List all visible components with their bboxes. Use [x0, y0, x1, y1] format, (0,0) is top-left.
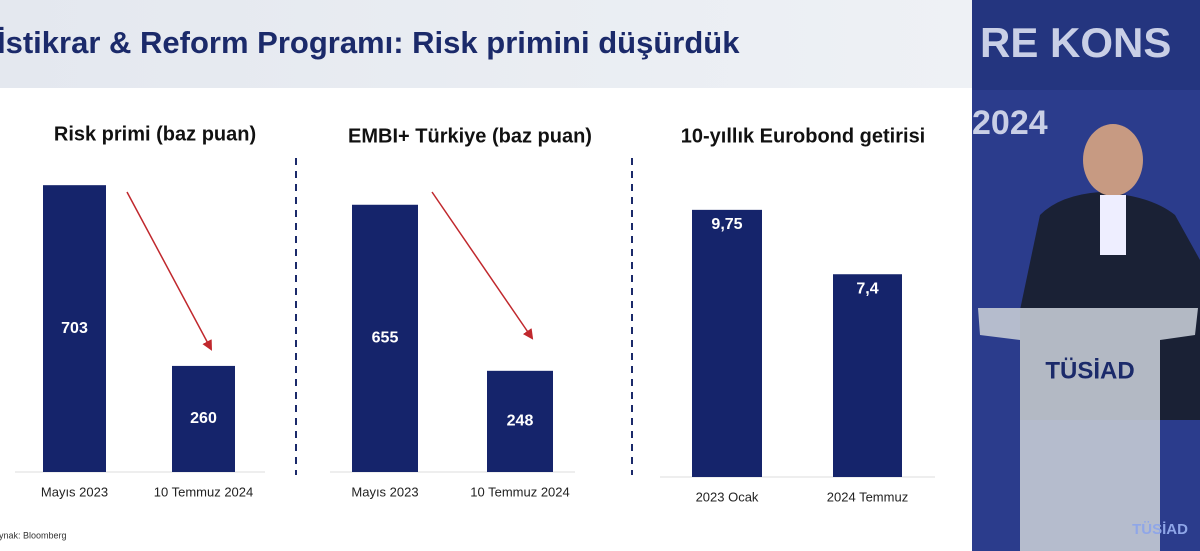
title-band: [0, 0, 972, 88]
value-label: 260: [190, 410, 217, 427]
podium: [978, 308, 1198, 551]
bar: [172, 365, 235, 472]
podium-logo: TÜSİAD: [1045, 357, 1134, 384]
speaker-shirt: [1100, 195, 1126, 255]
value-label: 248: [507, 413, 534, 430]
bar: [692, 209, 762, 477]
speaker-head: [1083, 124, 1143, 196]
value-label: 9,75: [711, 216, 742, 233]
bar: [43, 185, 106, 472]
value-label: 7,4: [856, 280, 878, 297]
source: Kaynak: Bloomberg: [0, 530, 67, 540]
x-tick-label: Mayıs 2023: [351, 484, 418, 499]
backdrop-text: RE KONS: [980, 19, 1171, 66]
trend-arrow: [126, 191, 212, 351]
x-tick-label: Mayıs 2023: [41, 484, 108, 499]
chart-title: 10-yıllık Eurobond getirisi: [681, 125, 926, 147]
x-tick-label: 2024 Temmuz: [827, 489, 908, 504]
x-tick-label: 2023 Ocak: [696, 489, 759, 504]
chart-title: Risk primi (baz puan): [54, 123, 256, 145]
trend-arrow: [431, 191, 534, 340]
bar: [352, 204, 418, 472]
slide-title: İstikrar & Reform Programı: Risk primini…: [0, 25, 740, 60]
bar: [487, 370, 553, 472]
value-label: 703: [61, 320, 88, 337]
bar: [833, 274, 902, 477]
x-tick-label: 10 Temmuz 2024: [154, 484, 254, 499]
x-tick-label: 10 Temmuz 2024: [470, 484, 570, 499]
backdrop-text: 2024: [972, 104, 1048, 142]
backdrop-band: [972, 0, 1200, 90]
value-label: 655: [372, 330, 399, 347]
chart-title: EMBI+ Türkiye (baz puan): [348, 125, 592, 147]
corner-logo: TÜSİAD: [1132, 521, 1188, 538]
